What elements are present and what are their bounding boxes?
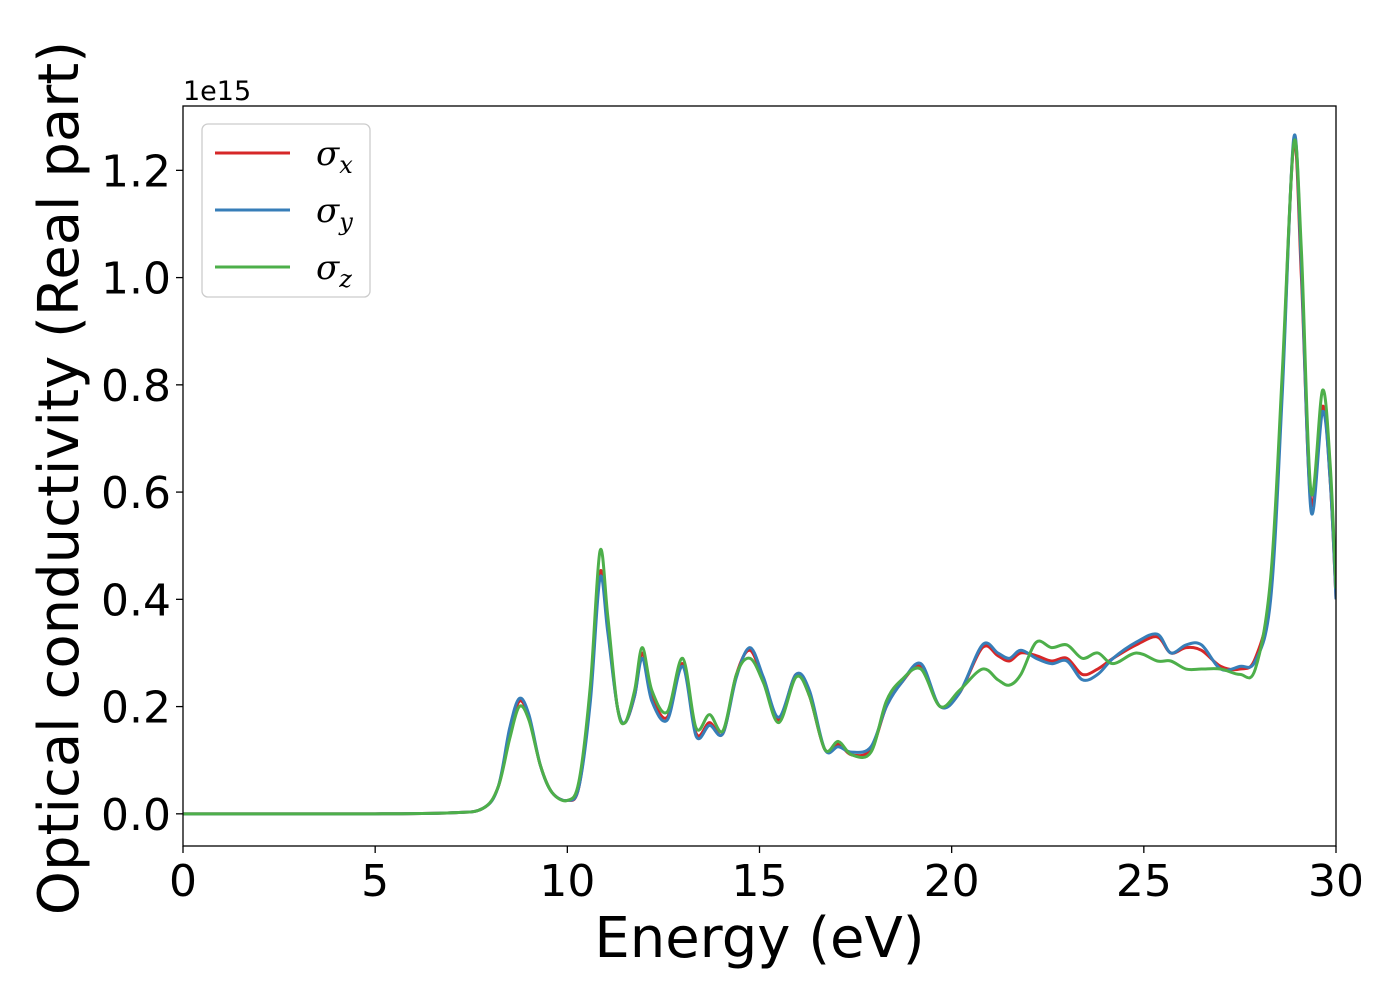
x-tick-label: 20 bbox=[924, 856, 980, 907]
x-tick-label: 30 bbox=[1308, 856, 1364, 907]
x-tick-label: 15 bbox=[732, 856, 788, 907]
plot-area bbox=[183, 106, 1336, 846]
y-tick-label: 0.0 bbox=[101, 790, 171, 841]
y-tick-label: 0.8 bbox=[101, 361, 171, 412]
x-tick-label: 0 bbox=[169, 856, 197, 907]
y-tick-label: 0.2 bbox=[101, 683, 171, 734]
y-tick-label: 0.6 bbox=[101, 468, 171, 519]
y-offset-label: 1e15 bbox=[183, 76, 251, 107]
y-axis-title: Optical conductivity (Real part) bbox=[27, 41, 92, 915]
y-axis: 0.0 0.2 0.4 0.6 0.8 1.0 1.2 bbox=[101, 146, 183, 841]
series-layer bbox=[183, 133, 1336, 816]
series-line-sigma-z bbox=[183, 138, 1336, 816]
y-tick-label: 1.2 bbox=[101, 146, 171, 197]
x-axis-title: Energy (eV) bbox=[594, 906, 924, 971]
y-tick-label: 0.4 bbox=[101, 575, 171, 626]
x-tick-label: 10 bbox=[539, 856, 595, 907]
x-tick-label: 25 bbox=[1116, 856, 1172, 907]
x-tick-label: 5 bbox=[361, 856, 389, 907]
y-tick-label: 1.0 bbox=[101, 254, 171, 305]
x-axis: 0 5 10 15 20 25 30 bbox=[169, 846, 1364, 907]
